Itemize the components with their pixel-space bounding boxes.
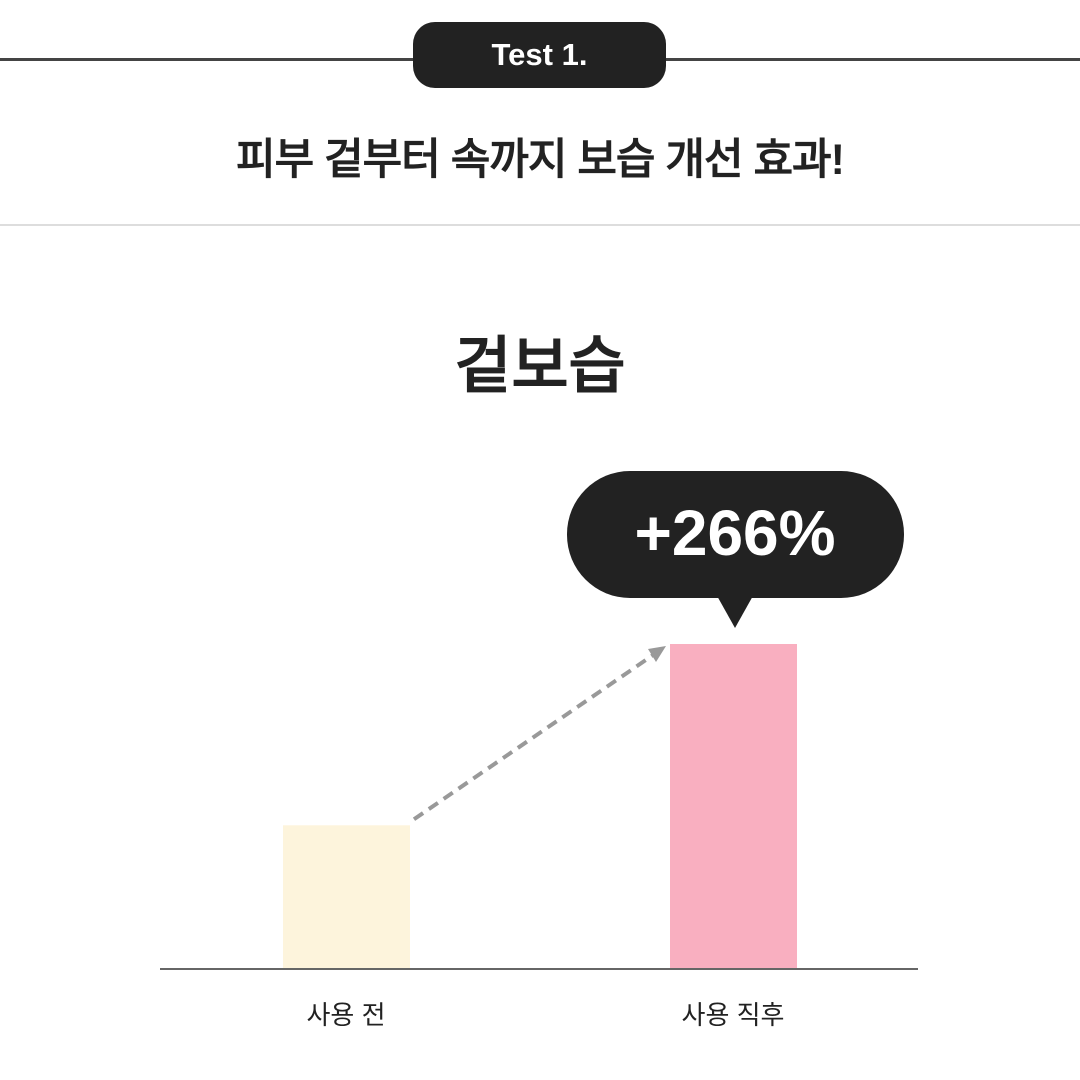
annotation-label: +266% bbox=[634, 497, 835, 569]
bar-1 bbox=[670, 644, 797, 968]
x-tick-label-after: 사용 직후 bbox=[681, 1000, 785, 1030]
annotation-bubble bbox=[567, 471, 904, 598]
x-tick-label-before: 사용 전 bbox=[306, 1000, 386, 1030]
arrow-head-icon bbox=[648, 646, 666, 662]
chart-title: 겉보습 bbox=[454, 332, 626, 401]
divider bbox=[0, 224, 1080, 226]
bar-0 bbox=[283, 825, 410, 968]
trend-arrow bbox=[412, 651, 658, 821]
bubble-pointer-icon bbox=[716, 594, 754, 628]
test-badge: Test 1. bbox=[413, 22, 666, 88]
headline: 피부 겉부터 속까지 보습 개선 효과! bbox=[236, 136, 845, 184]
